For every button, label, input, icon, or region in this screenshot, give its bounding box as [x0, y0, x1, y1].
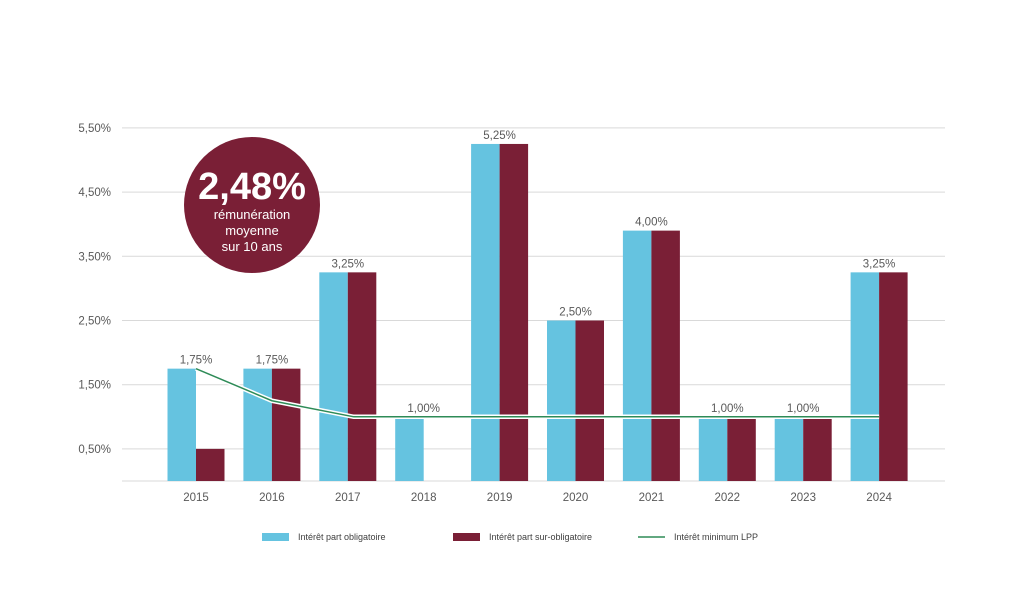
bar-obligatoire-2022: [698, 416, 728, 481]
y-tick-label-2: 2,50%: [78, 316, 111, 328]
data-label-2020: 2,50%: [559, 307, 592, 319]
y-axis: 0,50% 1,50% 2,50% 3,50% 4,50% 5,50%: [78, 123, 111, 456]
bar-obligatoire-2021: [622, 230, 652, 481]
y-tick-label-4: 4,50%: [78, 187, 111, 199]
data-label-2016: 1,75%: [256, 355, 289, 367]
bar-obligatoire-2015: [167, 368, 196, 481]
x-tick-label-2020: 2020: [563, 492, 589, 504]
data-label-2023: 1,00%: [787, 403, 820, 415]
x-tick-label-2023: 2023: [790, 492, 816, 504]
y-tick-label-5: 5,50%: [78, 123, 111, 135]
x-tick-label-2018: 2018: [411, 492, 437, 504]
data-label-2015: 1,75%: [180, 355, 213, 367]
x-axis: 2015 2016 2017 2018 2019 2020 2021 2022 2023 2024: [183, 492, 892, 504]
minimum-lpp-line: [195, 366, 880, 420]
badge-line-3: sur 10 ans: [222, 239, 283, 254]
x-tick-label-2015: 2015: [183, 492, 209, 504]
bar-sur-obligatoire-2016: [271, 368, 301, 481]
bar-sur-obligatoire-2017: [347, 272, 377, 481]
data-label-2017: 3,25%: [331, 258, 364, 270]
x-tick-label-2019: 2019: [487, 492, 513, 504]
bar-sur-obligatoire-2020: [575, 320, 604, 481]
legend-obligatoire-label: Intérêt part obligatoire: [298, 532, 386, 542]
bar-sur-obligatoire-2015: [196, 448, 225, 481]
y-tick-label-1: 1,50%: [78, 380, 111, 392]
legend-sur-obligatoire-label: Intérêt part sur-obligatoire: [489, 532, 592, 542]
bars: [167, 143, 908, 481]
legend-obligatoire-swatch: [262, 533, 289, 541]
x-tick-label-2017: 2017: [335, 492, 361, 504]
bar-obligatoire-2016: [243, 368, 272, 481]
bar-sur-obligatoire-2022: [727, 416, 756, 481]
minimum-lpp-line-path: [195, 367, 880, 418]
x-tick-label-2022: 2022: [715, 492, 741, 504]
data-label-2018: 1,00%: [407, 403, 440, 415]
bar-obligatoire-2023: [774, 416, 804, 481]
bar-obligatoire-2017: [319, 272, 348, 481]
badge-line-1: rémunération: [214, 207, 291, 222]
y-tick-label-3: 3,50%: [78, 251, 111, 263]
bar-sur-obligatoire-2021: [651, 230, 680, 481]
x-tick-label-2021: 2021: [639, 492, 665, 504]
bar-obligatoire-2018: [395, 416, 424, 481]
data-label-2021: 4,00%: [635, 217, 668, 229]
x-tick-label-2024: 2024: [866, 492, 892, 504]
badge-line-2: moyenne: [225, 223, 278, 238]
data-label-2022: 1,00%: [711, 403, 744, 415]
bar-sur-obligatoire-2023: [803, 416, 832, 481]
legend-sur-obligatoire-swatch: [453, 533, 480, 541]
badge-circle: [184, 137, 320, 273]
x-tick-label-2016: 2016: [259, 492, 285, 504]
data-labels: 1,75% 1,75% 3,25% 1,00% 5,25% 2,50% 4,00% 1,00%…: [180, 130, 896, 415]
badge-value: 2,48%: [198, 166, 306, 208]
bar-obligatoire-2019: [471, 143, 500, 481]
data-label-2019: 5,25%: [483, 130, 516, 142]
bar-sur-obligatoire-2019: [499, 143, 529, 481]
legend: Intérêt part obligatoire Intérêt part sur…: [262, 532, 758, 542]
data-label-2024: 3,25%: [863, 258, 896, 270]
bar-obligatoire-2020: [547, 320, 576, 481]
y-tick-label-0: 0,50%: [78, 444, 111, 456]
legend-minimum-lpp-label: Intérêt minimum LPP: [674, 532, 758, 542]
bar-obligatoire-2024: [850, 272, 880, 481]
bar-sur-obligatoire-2024: [879, 272, 908, 481]
average-return-badge: 2,48% rémunération moyenne sur 10 ans: [184, 137, 320, 273]
